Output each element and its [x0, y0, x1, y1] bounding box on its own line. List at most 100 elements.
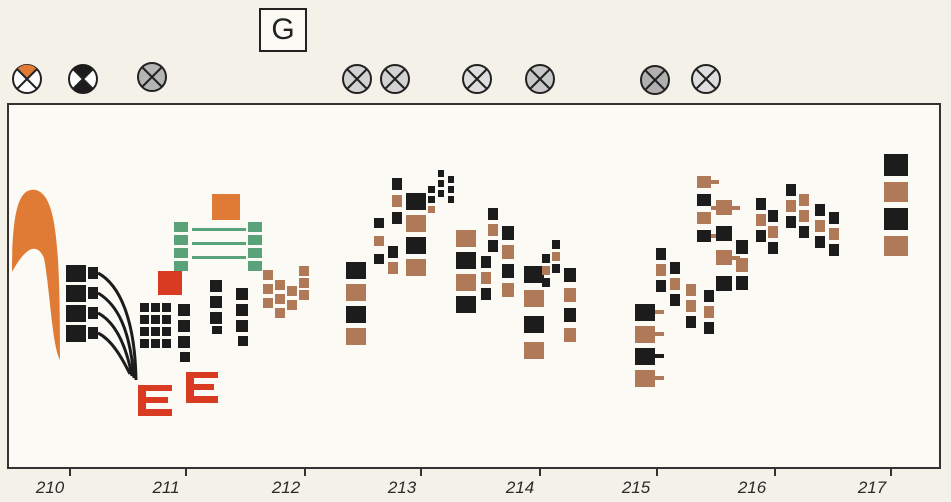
note-mark [716, 276, 732, 291]
rehearsal-mark-box: G [259, 8, 307, 52]
note-mark [448, 196, 454, 203]
note-mark [299, 290, 309, 300]
note-mark [140, 339, 149, 348]
note-mark [388, 262, 398, 274]
note-mark [263, 298, 273, 308]
note-mark [686, 300, 696, 312]
note-mark [448, 186, 454, 193]
note-mark [655, 354, 664, 358]
note-mark [406, 215, 426, 232]
score-mark [529, 68, 551, 90]
note-mark [829, 244, 839, 256]
note-mark [670, 278, 680, 290]
note-mark [287, 300, 297, 310]
note-mark [736, 258, 748, 272]
note-mark [66, 305, 86, 322]
note-mark [815, 220, 825, 232]
note-mark [406, 193, 426, 210]
glissando-curves [97, 271, 138, 381]
note-mark [542, 278, 550, 287]
score-mark [17, 64, 37, 79]
note-mark [736, 240, 748, 254]
note-mark [552, 240, 560, 249]
note-mark [374, 218, 384, 228]
note-mark [656, 248, 666, 260]
note-mark [438, 180, 444, 187]
note-mark [162, 303, 171, 312]
note-mark [456, 296, 476, 313]
note-mark [346, 262, 366, 279]
note-mark [428, 206, 435, 213]
note-mark [635, 370, 655, 387]
note-mark [275, 280, 285, 290]
note-mark [686, 316, 696, 328]
note-column [884, 154, 908, 256]
score-mark [72, 68, 94, 90]
note-mark [151, 327, 160, 336]
note-mark [192, 242, 246, 245]
note-mark [815, 236, 825, 248]
note-mark [299, 266, 309, 276]
note-mark [635, 348, 655, 365]
note-mark [552, 264, 560, 273]
note-mark [192, 228, 246, 231]
note-mark [448, 176, 454, 183]
note-mark [552, 252, 560, 261]
note-mark [656, 264, 666, 276]
note-mark [428, 196, 435, 203]
note-mark [502, 245, 514, 259]
note-mark [406, 237, 426, 254]
note-mark [66, 265, 86, 282]
gray-x-circle-icon [380, 64, 410, 94]
note-mark [829, 228, 839, 240]
note-mark [66, 285, 86, 302]
note-mark [799, 226, 809, 238]
note-mark [884, 182, 908, 202]
note-mark [88, 327, 98, 339]
timeline-label: 213 [387, 478, 417, 497]
note-mark [716, 200, 732, 215]
note-mark [564, 308, 576, 322]
note-mark [542, 266, 550, 275]
note-mark [711, 234, 719, 238]
note-mark [180, 352, 190, 362]
gray-x-circle-icon [137, 62, 167, 92]
note-mark [786, 200, 796, 212]
note-mark [210, 296, 222, 308]
note-mark [140, 303, 149, 312]
score-mark [141, 66, 163, 88]
red-e-shape [138, 385, 172, 416]
green-cluster [174, 222, 262, 271]
note-mark [488, 224, 498, 236]
note-mark [162, 339, 171, 348]
note-mark [174, 235, 188, 245]
note-mark [564, 288, 576, 302]
note-mark [768, 226, 778, 238]
black-grid-cluster [140, 303, 171, 348]
note-mark [502, 264, 514, 278]
note-mark [236, 288, 248, 300]
symbol-row [12, 62, 721, 95]
note-mark [655, 332, 664, 336]
score-mark [16, 68, 38, 90]
note-mark [438, 170, 444, 177]
note-mark [524, 266, 544, 283]
rehearsal-mark-label: G [271, 13, 295, 46]
note-mark [192, 256, 246, 259]
note-mark [488, 208, 498, 220]
note-mark [88, 307, 98, 319]
note-mark [655, 310, 664, 314]
gray-x-circle-icon [342, 64, 372, 94]
note-mark [151, 315, 160, 324]
note-mark [88, 287, 98, 299]
note-mark [174, 261, 188, 271]
note-mark [66, 325, 86, 342]
score-mark [73, 64, 93, 79]
note-mark [456, 252, 476, 269]
note-mark [697, 212, 711, 224]
note-mark [635, 304, 655, 321]
note-mark [275, 308, 285, 318]
score-mark [644, 69, 666, 91]
mixed-cluster [374, 170, 454, 276]
note-mark [174, 248, 188, 258]
